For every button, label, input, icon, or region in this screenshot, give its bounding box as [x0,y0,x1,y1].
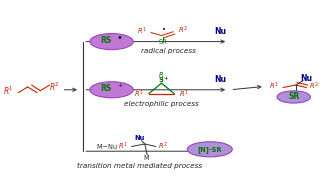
Text: $R^1$: $R^1$ [179,89,189,100]
Text: Nu: Nu [300,74,312,83]
Ellipse shape [90,82,133,98]
Text: RS: RS [100,36,112,45]
Text: $R^1$: $R^1$ [119,140,128,152]
Ellipse shape [277,91,310,103]
Text: $R^2$: $R^2$ [49,81,60,93]
Text: $R^1$: $R^1$ [3,84,14,97]
Text: $R^2$: $R^2$ [309,81,318,92]
Text: R: R [159,72,163,78]
Text: $R^2$: $R^2$ [178,25,187,36]
Text: +: + [117,84,123,88]
Text: S: S [159,77,163,83]
Text: radical process: radical process [141,48,195,54]
Text: $R^1$: $R^1$ [269,81,278,92]
Text: •: • [162,27,166,33]
Ellipse shape [90,34,133,50]
Text: Nu: Nu [214,75,226,84]
Text: M: M [144,155,149,161]
Text: $R^1$: $R^1$ [137,26,146,37]
Text: +: + [164,76,168,81]
Text: RS: RS [100,84,112,93]
Text: Nu: Nu [214,27,226,36]
Text: electrophilic process: electrophilic process [124,101,199,107]
Text: $R^2$: $R^2$ [159,140,168,152]
Ellipse shape [187,142,232,157]
Text: SR: SR [159,39,167,45]
Text: $R^1$: $R^1$ [134,89,144,100]
Text: SR: SR [288,92,299,101]
Text: Nu: Nu [135,135,145,141]
Text: transition metal mediated process: transition metal mediated process [77,163,202,169]
Text: [N]-SR: [N]-SR [197,146,222,153]
Text: •: • [116,33,122,43]
Text: M$-$Nu: M$-$Nu [96,142,118,151]
